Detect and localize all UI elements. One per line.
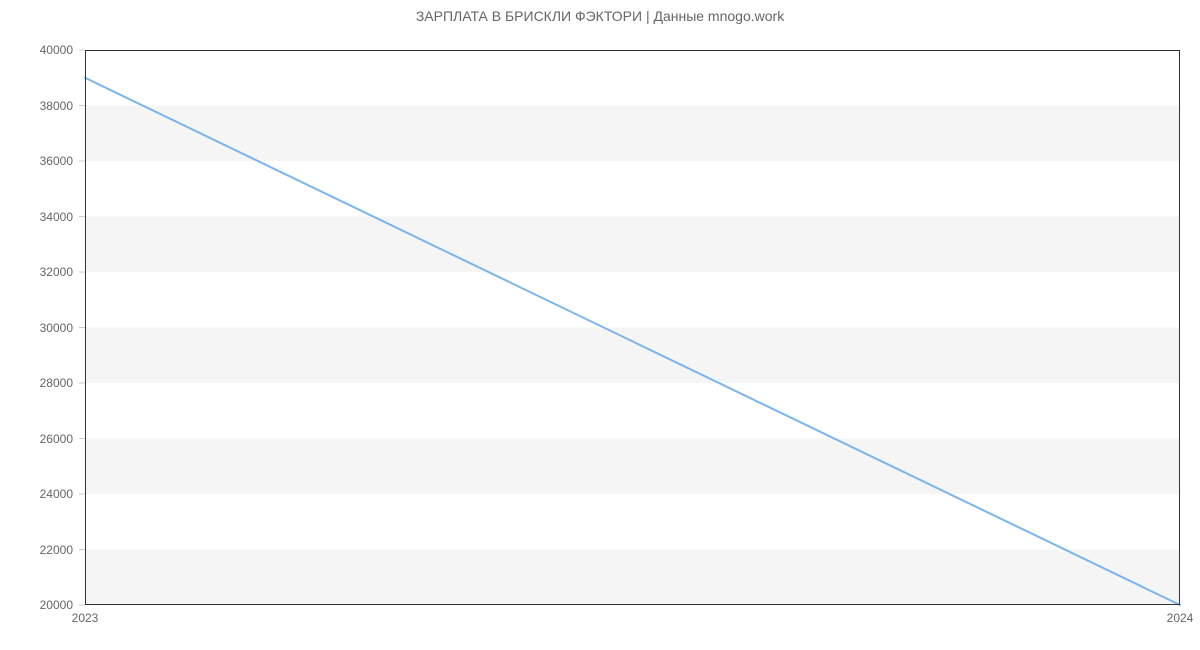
chart-title: ЗАРПЛАТА В БРИСКЛИ ФЭКТОРИ | Данные mnog… [0,8,1200,24]
y-tick-label: 36000 [25,154,73,168]
y-tick-label: 30000 [25,321,73,335]
plot-border [85,50,1180,605]
y-tick-label: 32000 [25,265,73,279]
y-tick-label: 28000 [25,376,73,390]
chart-container: ЗАРПЛАТА В БРИСКЛИ ФЭКТОРИ | Данные mnog… [0,0,1200,650]
y-tick-label: 22000 [25,543,73,557]
plot-area [85,50,1180,605]
y-tick-label: 24000 [25,487,73,501]
x-tick-label: 2024 [1167,611,1194,625]
y-tick-label: 26000 [25,432,73,446]
y-tick-label: 34000 [25,210,73,224]
y-tick-label: 38000 [25,99,73,113]
x-tick-label: 2023 [72,611,99,625]
y-tick-label: 40000 [25,43,73,57]
y-tick-label: 20000 [25,598,73,612]
